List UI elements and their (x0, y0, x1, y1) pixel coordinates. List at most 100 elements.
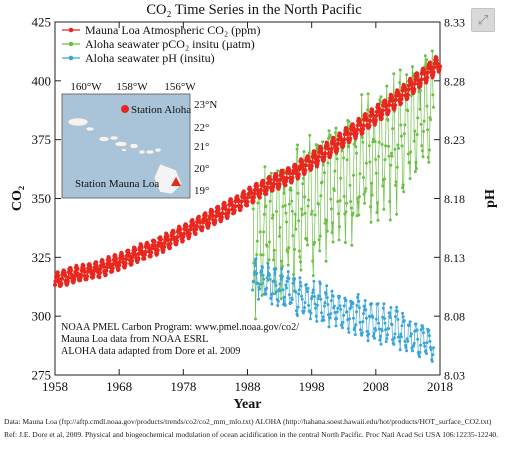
series-2-point (366, 339, 370, 343)
series-2-point (287, 277, 291, 280)
series-0-point (175, 234, 180, 239)
series-0-point (293, 164, 298, 169)
series-2-point (360, 331, 364, 335)
series-1-point (329, 197, 333, 201)
series-2-point (274, 283, 278, 287)
series-2-point (300, 294, 304, 298)
series-2-point (303, 306, 306, 310)
series-0-point (133, 247, 138, 253)
series-0-point (312, 149, 317, 154)
series-0-point (244, 203, 250, 208)
series-0-point (104, 268, 109, 273)
series-2-point (264, 292, 268, 296)
series-1-point (293, 248, 297, 251)
series-0-point (53, 279, 58, 284)
series-0-point (316, 158, 321, 163)
series-2-point (384, 328, 388, 332)
expand-arrows-icon[interactable]: ⤢ (471, 8, 495, 32)
series-0-point (63, 273, 68, 278)
series-2-point (311, 288, 315, 292)
series-2-point (312, 279, 316, 283)
series-1-point (414, 160, 418, 164)
series-1-point (405, 73, 409, 77)
series-0-point (258, 187, 263, 193)
series-0-point (415, 73, 420, 78)
series-1-point (272, 258, 276, 262)
series-2-point (364, 316, 368, 320)
series-0-point (97, 270, 102, 275)
series-0-point (91, 272, 96, 277)
series-1-point (408, 177, 412, 181)
series-1-point (331, 221, 334, 225)
series-1-point (393, 147, 397, 151)
longitude-label: 160°W (70, 81, 102, 93)
series-1-point (419, 89, 423, 92)
series-0-point (196, 214, 201, 219)
series-1-point (317, 202, 320, 206)
series-0-point (139, 245, 144, 250)
series-0-point (403, 87, 408, 92)
series-0-point (75, 266, 80, 271)
series-2-point (427, 334, 431, 338)
series-2-point (251, 288, 255, 292)
series-1-point (423, 54, 427, 58)
series-2-point (406, 339, 410, 343)
series-2-point (355, 304, 359, 307)
series-2-point (383, 317, 386, 320)
series-2-point (282, 295, 286, 299)
series-2-point (408, 320, 412, 324)
series-0-point (162, 240, 167, 246)
series-2-point (254, 264, 257, 268)
series-1-point (281, 205, 285, 208)
series-0-point (98, 266, 103, 271)
series-1-point (293, 212, 297, 216)
series-0-point (376, 106, 382, 111)
series-2-point (316, 297, 320, 301)
series-0-point (367, 123, 372, 128)
series-2-point (252, 279, 256, 283)
series-2-point (342, 313, 346, 317)
series-2-point (432, 346, 435, 350)
series-1-point (326, 161, 330, 165)
series-1-point (421, 155, 425, 159)
series-2-point (381, 306, 385, 310)
series-1-point (430, 49, 434, 53)
series-2-point (328, 316, 332, 320)
series-2-point (281, 288, 285, 292)
series-0-point (398, 101, 404, 106)
series-1-point (340, 149, 344, 153)
series-2-point (306, 290, 309, 294)
series-0-point (152, 243, 158, 248)
series-1-point (374, 158, 378, 161)
series-2-point (308, 317, 312, 321)
series-1-point (371, 140, 375, 144)
series-0-point (210, 213, 215, 218)
series-0-point (274, 174, 279, 179)
series-1-point (300, 207, 304, 211)
series-1-point (307, 151, 311, 155)
series-0-point (194, 223, 199, 228)
series-1-point (420, 149, 424, 153)
series-2-point (418, 350, 422, 354)
series-1-point (286, 250, 290, 254)
series-0-point (123, 261, 128, 266)
series-0-point (55, 270, 60, 275)
series-2-point (356, 295, 360, 299)
series-2-point (371, 315, 375, 319)
series-2-point (357, 299, 361, 303)
series-0-point (376, 102, 381, 107)
series-1-point (395, 212, 399, 216)
series-2-point (327, 313, 330, 317)
series-2-point (346, 327, 350, 331)
series-0-point (389, 95, 394, 100)
island (154, 147, 162, 153)
series-2-point (299, 281, 302, 284)
series-0-point (242, 192, 247, 197)
series-1-point (259, 253, 263, 257)
series-2-point (344, 299, 348, 303)
series-0-point (348, 131, 353, 136)
series-2-point (357, 306, 361, 310)
series-2-point (409, 334, 413, 338)
series-2-point (252, 271, 256, 274)
series-0-point (380, 108, 385, 113)
